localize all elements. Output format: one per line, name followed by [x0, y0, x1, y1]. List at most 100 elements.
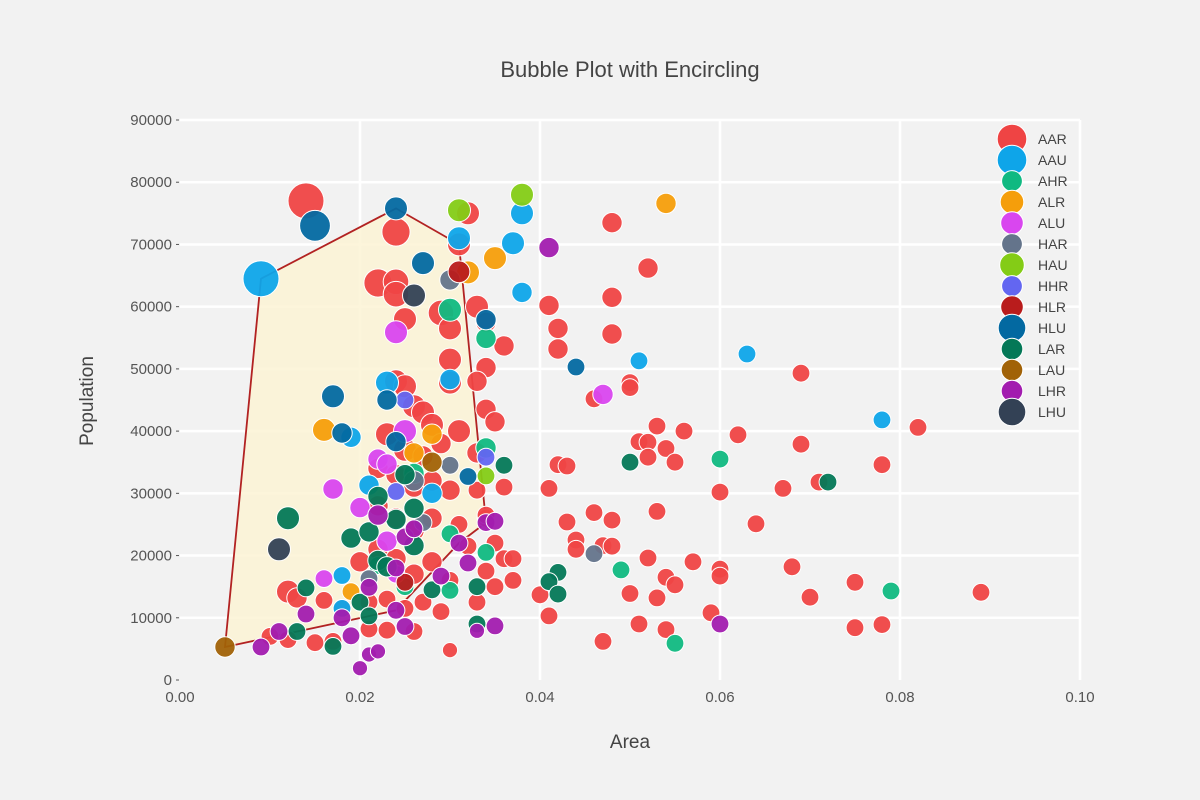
data-point — [611, 560, 631, 580]
data-point — [737, 344, 757, 364]
legend-label: HLU — [1038, 320, 1066, 336]
data-point — [548, 584, 568, 604]
data-point — [620, 378, 640, 398]
legend-item-aar[interactable]: AAR — [996, 123, 1067, 155]
data-point — [287, 622, 307, 641]
data-point — [340, 527, 362, 549]
x-tick-label: 0.02 — [345, 689, 374, 706]
series-hlr — [395, 260, 471, 592]
legend-item-hhr[interactable]: HHR — [1001, 275, 1069, 297]
x-tick-label: 0.00 — [165, 689, 194, 706]
legend-item-lhr[interactable]: LHR — [1000, 379, 1066, 403]
legend-item-aau[interactable]: AAU — [996, 144, 1067, 176]
legend-item-har[interactable]: HAR — [1001, 233, 1068, 255]
legend-marker — [1000, 337, 1024, 361]
data-point — [510, 182, 534, 207]
legend-label: HLR — [1038, 299, 1066, 315]
data-point — [647, 502, 667, 521]
data-point — [421, 551, 443, 573]
data-point — [638, 447, 658, 467]
legend-item-lhu[interactable]: LHU — [997, 397, 1066, 427]
data-point — [674, 421, 694, 441]
data-point — [620, 584, 640, 603]
y-tick-label: 90000 — [130, 112, 172, 129]
y-tick-label: 30000 — [130, 485, 172, 502]
data-point — [447, 419, 471, 444]
x-tick-label: 0.04 — [525, 689, 554, 706]
data-point — [557, 512, 577, 532]
legend-marker — [1001, 275, 1023, 297]
data-point — [485, 577, 505, 597]
data-point — [637, 257, 659, 279]
data-point — [395, 572, 415, 592]
data-point — [349, 551, 371, 573]
data-point — [791, 363, 811, 383]
y-axis-label: Population — [77, 356, 98, 446]
x-tick-label: 0.06 — [705, 689, 734, 706]
series-hhr — [386, 390, 496, 501]
data-point — [845, 572, 865, 592]
legend-label: LHR — [1038, 383, 1066, 399]
y-tick-label: 0 — [164, 672, 172, 689]
legend-label: HAU — [1038, 257, 1068, 273]
data-point — [386, 482, 406, 501]
data-point — [475, 309, 497, 331]
data-point — [971, 582, 991, 602]
data-point — [411, 251, 435, 276]
data-point — [494, 455, 514, 475]
data-point — [647, 588, 667, 608]
data-point — [384, 320, 408, 345]
data-point — [485, 616, 505, 636]
data-point — [908, 418, 928, 437]
data-point — [467, 577, 487, 597]
data-point — [421, 482, 443, 504]
legend-item-lar[interactable]: LAR — [1000, 337, 1065, 361]
legend-label: LHU — [1038, 404, 1066, 420]
legend-label: ALR — [1038, 194, 1065, 210]
data-point — [872, 455, 892, 475]
data-point — [620, 452, 640, 472]
data-point — [845, 618, 865, 638]
legend-item-alu[interactable]: ALU — [1000, 211, 1066, 235]
legend-item-hau[interactable]: HAU — [999, 252, 1068, 278]
chart-title: Bubble Plot with Encircling — [500, 57, 759, 82]
legend-item-lau[interactable]: LAU — [1000, 358, 1065, 382]
data-point — [539, 479, 559, 498]
legend-label: LAU — [1038, 362, 1065, 378]
y-tick-label: 80000 — [130, 174, 172, 191]
data-point — [299, 209, 331, 242]
data-point — [494, 477, 514, 497]
data-point — [377, 620, 397, 640]
legend-marker — [997, 397, 1027, 427]
data-point — [314, 591, 334, 610]
y-tick-label: 60000 — [130, 299, 172, 316]
data-point — [331, 422, 353, 444]
data-point — [314, 569, 334, 588]
data-point — [511, 281, 533, 304]
data-point — [332, 608, 352, 628]
data-point — [656, 439, 676, 458]
legend-marker — [1000, 358, 1024, 382]
data-point — [557, 456, 577, 476]
data-point — [601, 286, 623, 308]
data-point — [566, 539, 586, 559]
data-point — [403, 442, 425, 464]
legend-item-hlr[interactable]: HLR — [1000, 295, 1066, 319]
data-point — [501, 231, 525, 256]
data-point — [746, 514, 766, 534]
data-point — [475, 327, 497, 350]
data-point — [629, 614, 649, 634]
data-point — [466, 370, 488, 392]
data-point — [341, 626, 361, 646]
data-point — [539, 606, 559, 626]
legend-label: HHR — [1038, 278, 1068, 294]
legend-item-ahr[interactable]: AHR — [1001, 170, 1068, 192]
data-point — [683, 552, 703, 572]
data-point — [881, 581, 901, 601]
legend-item-hlu[interactable]: HLU — [997, 313, 1066, 343]
data-point — [476, 543, 496, 562]
data-point — [468, 622, 486, 639]
data-point — [872, 410, 892, 430]
data-point — [267, 537, 291, 562]
